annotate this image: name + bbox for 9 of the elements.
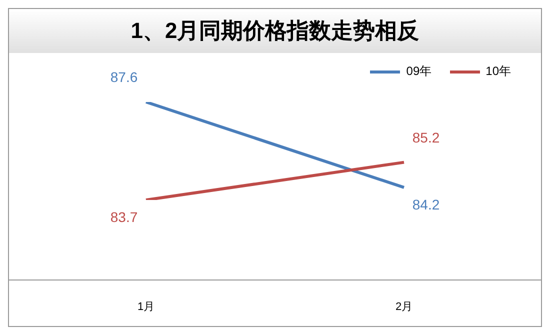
x-tick-label: 1月 bbox=[137, 300, 155, 313]
data-label: 83.7 bbox=[110, 209, 138, 225]
data-label: 85.2 bbox=[412, 129, 440, 146]
data-label: 87.6 bbox=[110, 69, 138, 85]
legend-label: 09年 bbox=[406, 63, 432, 80]
x-tick-label: 2月 bbox=[395, 300, 413, 313]
legend-label: 10年 bbox=[486, 63, 511, 80]
chart-title: 1、2月同期价格指数走势相反 bbox=[9, 9, 541, 53]
data-label: 84.2 bbox=[412, 196, 440, 212]
